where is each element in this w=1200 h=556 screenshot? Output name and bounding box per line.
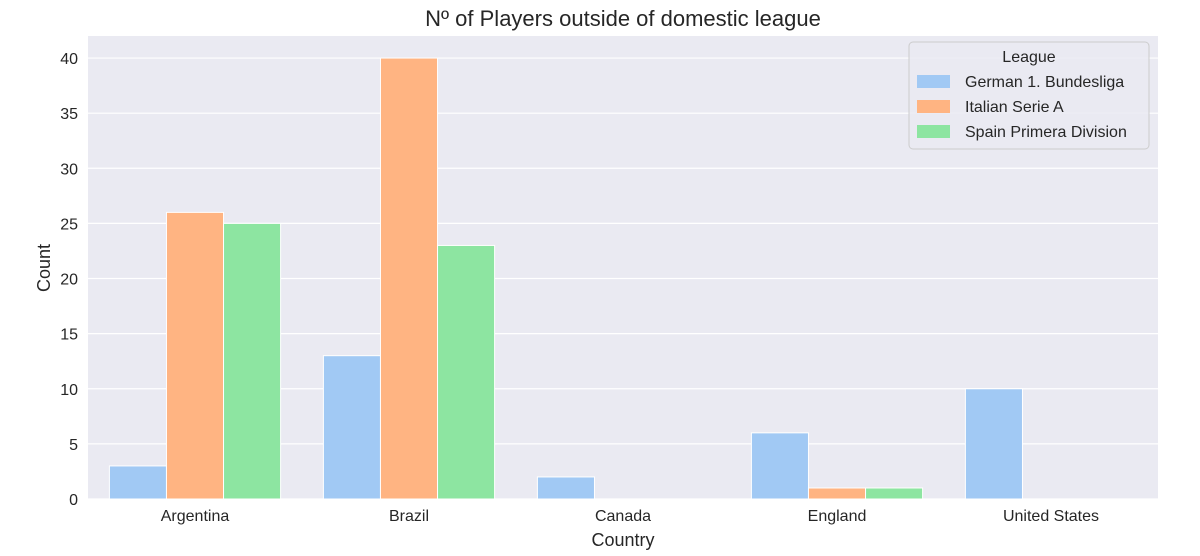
bar-canada-1 xyxy=(536,476,595,500)
y-tick-label: 5 xyxy=(69,437,78,454)
legend: League German 1. Bundesliga Italian Serie … xyxy=(908,41,1150,150)
legend-box xyxy=(908,41,1150,150)
y-tick-label: 30 xyxy=(60,161,78,178)
bar-united-states-1 xyxy=(964,388,1023,500)
x-tick-label: England xyxy=(808,508,867,525)
legend-swatch-3 xyxy=(917,125,950,138)
chart-title: Nº of Players outside of domestic league xyxy=(425,6,821,31)
bar-brazil-2 xyxy=(379,57,439,500)
x-tick-label: Brazil xyxy=(389,508,429,525)
y-tick-label: 25 xyxy=(60,216,78,233)
y-tick-label: 40 xyxy=(60,51,78,68)
x-tick-label: Canada xyxy=(595,508,651,525)
bar-argentina-3 xyxy=(223,222,282,500)
y-tick-label: 10 xyxy=(60,382,78,399)
y-axis-ticks: 0 5 10 15 20 25 30 35 40 xyxy=(60,51,78,509)
bar-brazil-1 xyxy=(322,355,381,500)
y-tick-label: 35 xyxy=(60,106,78,123)
bar-england-1 xyxy=(750,432,809,500)
legend-label-3: Spain Primera Division xyxy=(965,124,1127,141)
bar-argentina-2 xyxy=(165,211,225,500)
y-tick-label: 0 xyxy=(69,492,78,509)
x-tick-label: Argentina xyxy=(161,508,230,525)
legend-title: League xyxy=(1002,49,1055,66)
x-tick-label: United States xyxy=(1003,508,1099,525)
bar-england-2 xyxy=(807,487,867,500)
x-axis-ticks: Argentina Brazil Canada England United State… xyxy=(161,508,1099,525)
legend-label-2: Italian Serie A xyxy=(965,99,1064,116)
bars xyxy=(108,57,1023,500)
y-axis-label: Count xyxy=(34,244,54,292)
y-tick-label: 15 xyxy=(60,327,78,344)
legend-swatch-1 xyxy=(917,75,950,88)
y-tick-label: 20 xyxy=(60,272,78,289)
bar-brazil-3 xyxy=(437,244,496,500)
bar-england-3 xyxy=(865,487,924,500)
x-axis-label: Country xyxy=(591,530,654,550)
legend-swatch-2 xyxy=(917,100,950,113)
legend-label-1: German 1. Bundesliga xyxy=(965,74,1124,91)
bar-argentina-1 xyxy=(108,465,167,500)
